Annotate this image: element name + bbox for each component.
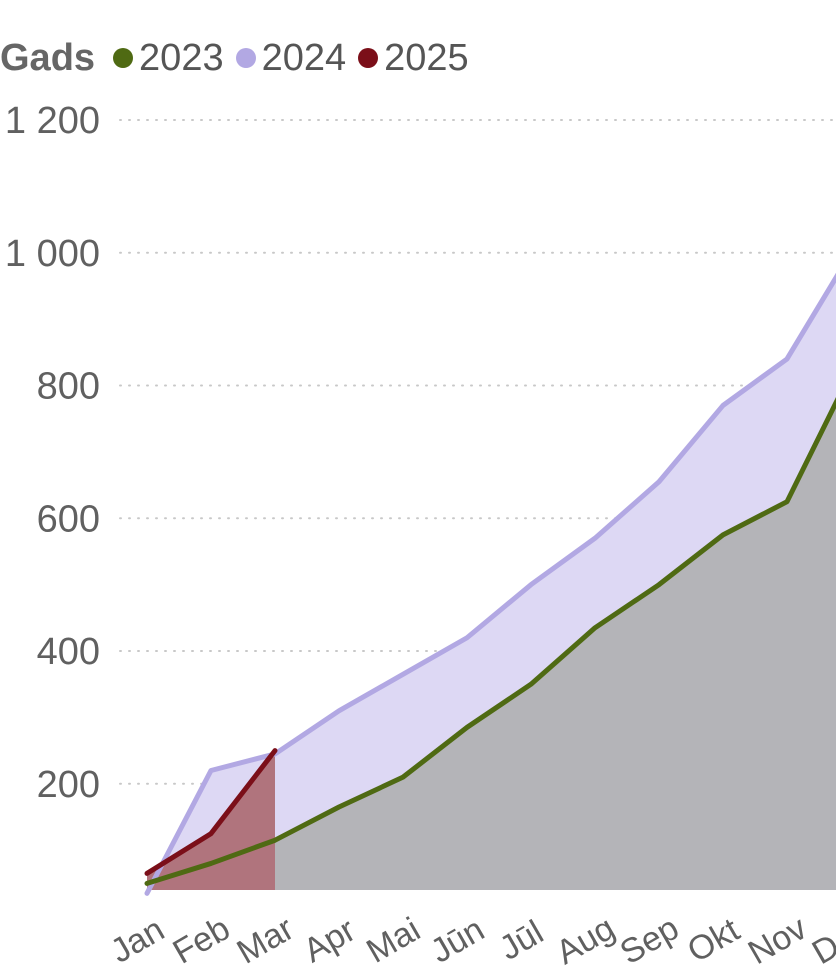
legend-marker-2023 <box>113 48 134 68</box>
x-tick-label: Aug <box>550 909 621 967</box>
y-tick-label: 800 <box>37 366 100 408</box>
series-line-2023 <box>144 396 836 886</box>
x-tick-label: Jūn <box>424 910 490 967</box>
area-2023 <box>147 402 836 890</box>
x-tick-label: Okt <box>681 911 746 967</box>
x-tick-label: Mar <box>231 909 301 967</box>
legend-label-2025: 2025 <box>384 36 469 79</box>
y-tick-label: 1 000 <box>5 233 100 275</box>
x-tick-label: Mai <box>360 910 426 967</box>
x-tick-label: Sep <box>614 909 685 967</box>
series-line-2024 <box>144 272 836 896</box>
x-tick-label: Jan <box>104 910 170 967</box>
legend-title: Gads <box>0 36 96 79</box>
x-tick-label: Dec <box>806 909 836 967</box>
x-tick-label: Feb <box>167 909 237 967</box>
legend-item-2025[interactable]: 2025 <box>358 37 469 80</box>
y-tick-label: 1 200 <box>5 100 100 142</box>
y-tick-label: 400 <box>37 631 100 673</box>
y-tick-label: 600 <box>37 498 100 540</box>
legend: Gads 2023 2024 2025 <box>0 36 481 80</box>
x-tick-label: Apr <box>297 911 362 967</box>
legend-item-2024[interactable]: 2024 <box>235 36 347 80</box>
legend-marker-2025 <box>358 48 379 68</box>
x-tick-label: Nov <box>742 909 813 967</box>
legend-label-2023: 2023 <box>139 36 224 79</box>
x-tick-label: Jūl <box>493 913 550 967</box>
legend-label-2024: 2024 <box>261 36 347 79</box>
legend-item-2023[interactable]: 2023 <box>113 37 224 80</box>
legend-marker-2024 <box>235 48 256 68</box>
y-tick-label: 200 <box>37 764 100 806</box>
